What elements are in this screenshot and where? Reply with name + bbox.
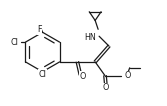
Text: O: O xyxy=(79,72,86,81)
Text: O: O xyxy=(103,84,109,92)
Text: F: F xyxy=(37,25,42,34)
Text: O: O xyxy=(125,71,131,80)
Text: Cl: Cl xyxy=(39,70,46,79)
Text: Cl: Cl xyxy=(11,38,19,47)
Text: HN: HN xyxy=(84,33,96,42)
